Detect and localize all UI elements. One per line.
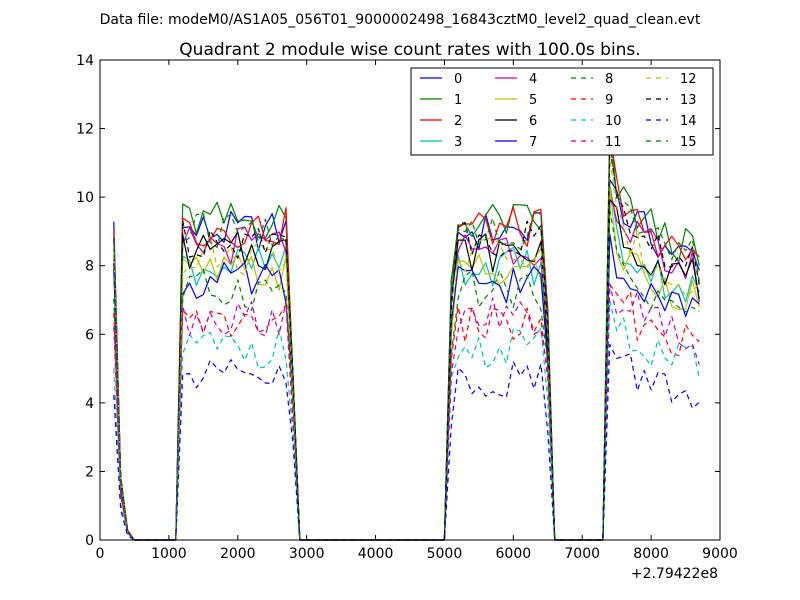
x-tick-label: 4000 [358,546,394,562]
x-tick-label: 0 [96,546,105,562]
y-tick-label: 10 [76,190,94,206]
y-tick-label: 12 [76,122,94,138]
chart-title: Quadrant 2 module wise count rates with … [179,40,640,60]
legend-label-0: 0 [454,72,462,87]
series-line-8 [113,209,700,541]
y-tick-label: 2 [85,464,94,480]
x-tick-label: 2000 [220,546,256,562]
x-tick-label: 5000 [427,546,463,562]
legend-label-14: 14 [680,114,697,129]
plot-frame [99,59,721,541]
series-line-14 [113,343,700,541]
legend-label-9: 9 [605,93,613,108]
series-line-9 [113,283,700,541]
x-tick-label: 8000 [633,546,669,562]
legend-label-1: 1 [454,93,462,108]
legend-label-13: 13 [680,93,697,108]
y-tick-label: 6 [85,327,94,343]
x-tick-label: 6000 [496,546,532,562]
legend-label-11: 11 [605,135,622,150]
legend-label-3: 3 [454,135,462,150]
page-title: Data file: modeM0/AS1A05_056T01_90000024… [100,12,701,28]
y-tick-label: 4 [85,396,94,412]
legend-label-2: 2 [454,114,462,129]
series-line-0 [113,179,700,541]
series-line-7 [113,233,700,541]
legend-label-8: 8 [605,72,613,87]
legend-label-12: 12 [680,72,697,87]
x-offset-label: +2.79422e8 [631,566,718,582]
series-line-10 [113,299,700,541]
legend-label-10: 10 [605,114,622,129]
y-tick-label: 14 [76,53,94,69]
plot-area [99,59,721,541]
legend-label-7: 7 [529,135,537,150]
legend-label-6: 6 [529,114,537,129]
x-tick-label: 9000 [702,546,738,562]
x-axis: 0 1000 2000 3000 4000 5000 6000 7000 8000 9000 [96,60,738,562]
y-tick-label: 8 [85,259,94,275]
x-tick-label: 3000 [289,546,325,562]
legend-label-4: 4 [529,72,537,87]
legend-label-15: 15 [680,135,697,150]
y-tick-label: 0 [85,533,94,549]
series-line-11 [113,283,700,541]
series-line-3 [113,183,700,541]
legend-box [410,67,714,156]
x-tick-label: 7000 [564,546,600,562]
x-tick-label: 1000 [151,546,187,562]
legend-label-5: 5 [529,93,537,108]
